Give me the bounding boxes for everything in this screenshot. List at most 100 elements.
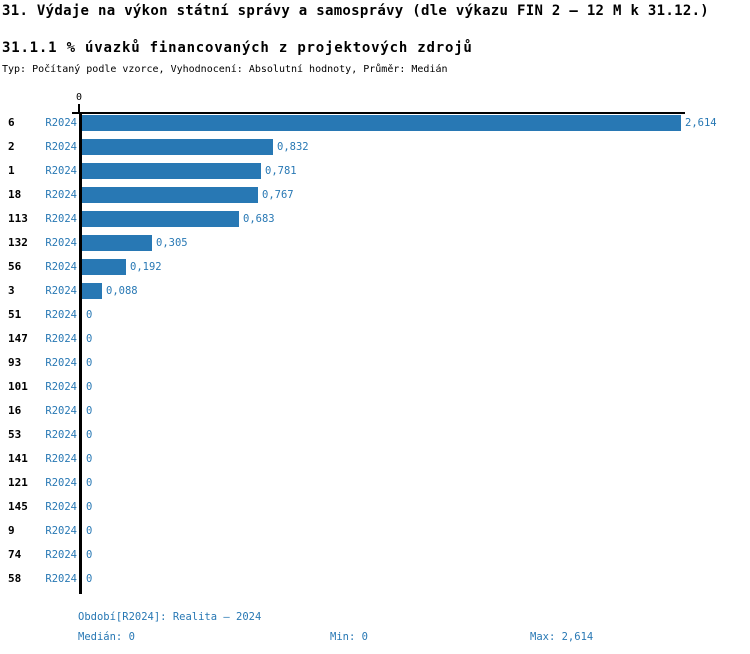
row-category-label: 6 (8, 116, 15, 129)
bar-row: 132 R2024 0,305 (0, 231, 750, 255)
bar-value-label: 0 (86, 381, 93, 393)
chart-meta: Typ: Počítaný podle vzorce, Vyhodnocení:… (2, 64, 448, 75)
bar-row: 147 R2024 0 (0, 327, 750, 351)
row-category-label: 113 (8, 212, 28, 225)
footer-period: Období[R2024]: Realita – 2024 (78, 611, 262, 623)
row-category-label: 141 (8, 452, 28, 465)
bar-row: 3 R2024 0,088 (0, 279, 750, 303)
bar-value-label: 0 (86, 549, 93, 561)
row-period-link[interactable]: R2024 (45, 357, 77, 369)
bar-value-label: 2,614 (685, 117, 717, 129)
bar (82, 115, 681, 131)
row-category-label: 93 (8, 356, 22, 369)
bar-value-label: 0,305 (156, 237, 188, 249)
row-category-label: 145 (8, 500, 28, 513)
bar-row: 93 R2024 0 (0, 351, 750, 375)
row-period-link[interactable]: R2024 (45, 525, 77, 537)
bar-value-label: 0 (86, 357, 93, 369)
row-category-label: 2 (8, 140, 15, 153)
row-period-link[interactable]: R2024 (45, 453, 77, 465)
bar-row: 16 R2024 0 (0, 399, 750, 423)
bar-value-label: 0 (86, 525, 93, 537)
bar-row: 141 R2024 0 (0, 447, 750, 471)
bar (82, 259, 126, 275)
bar (82, 187, 258, 203)
row-category-label: 51 (8, 308, 22, 321)
row-category-label: 58 (8, 572, 22, 585)
bar-row: 9 R2024 0 (0, 519, 750, 543)
row-period-link[interactable]: R2024 (45, 333, 77, 345)
row-period-link[interactable]: R2024 (45, 189, 77, 201)
page-title: 31. Výdaje na výkon státní správy a samo… (2, 3, 710, 19)
bar-row: 51 R2024 0 (0, 303, 750, 327)
bar-value-label: 0 (86, 405, 93, 417)
bar-value-label: 0,832 (277, 141, 309, 153)
y-axis-line (79, 112, 82, 594)
row-category-label: 121 (8, 476, 28, 489)
row-category-label: 147 (8, 332, 28, 345)
bar-value-label: 0 (86, 453, 93, 465)
bar-row: 1 R2024 0,781 (0, 159, 750, 183)
row-category-label: 74 (8, 548, 22, 561)
row-period-link[interactable]: R2024 (45, 573, 77, 585)
row-category-label: 132 (8, 236, 28, 249)
footer-max: Max: 2,614 (530, 631, 594, 643)
row-period-link[interactable]: R2024 (45, 285, 77, 297)
row-period-link[interactable]: R2024 (45, 165, 77, 177)
row-category-label: 16 (8, 404, 22, 417)
bar-row: 6 R2024 2,614 (0, 111, 750, 135)
row-category-label: 101 (8, 380, 28, 393)
bar-value-label: 0,781 (265, 165, 297, 177)
row-period-link[interactable]: R2024 (45, 261, 77, 273)
bar-row: 74 R2024 0 (0, 543, 750, 567)
footer-min: Min: 0 (330, 631, 368, 643)
row-period-link[interactable]: R2024 (45, 117, 77, 129)
row-period-link[interactable]: R2024 (45, 141, 77, 153)
bar-value-label: 0,767 (262, 189, 294, 201)
bar (82, 163, 261, 179)
x-axis-line (72, 112, 685, 114)
row-category-label: 18 (8, 188, 22, 201)
bar-row: 56 R2024 0,192 (0, 255, 750, 279)
row-period-link[interactable]: R2024 (45, 405, 77, 417)
x-axis-tick-label: 0 (75, 92, 83, 103)
bar-value-label: 0 (86, 501, 93, 513)
bar-row: 53 R2024 0 (0, 423, 750, 447)
bar (82, 211, 239, 227)
bar (82, 283, 102, 299)
row-period-link[interactable]: R2024 (45, 309, 77, 321)
row-period-link[interactable]: R2024 (45, 549, 77, 561)
bar-row: 101 R2024 0 (0, 375, 750, 399)
bar-value-label: 0,088 (106, 285, 138, 297)
bar-row: 113 R2024 0,683 (0, 207, 750, 231)
bar-value-label: 0 (86, 573, 93, 585)
bar-value-label: 0 (86, 333, 93, 345)
footer-median: Medián: 0 (78, 631, 135, 643)
row-period-link[interactable]: R2024 (45, 501, 77, 513)
bar-row: 58 R2024 0 (0, 567, 750, 591)
row-category-label: 9 (8, 524, 15, 537)
bar-row: 121 R2024 0 (0, 471, 750, 495)
bar-row: 145 R2024 0 (0, 495, 750, 519)
row-category-label: 56 (8, 260, 22, 273)
bar-value-label: 0,683 (243, 213, 275, 225)
row-period-link[interactable]: R2024 (45, 381, 77, 393)
bar (82, 235, 152, 251)
bar (82, 139, 273, 155)
row-category-label: 3 (8, 284, 15, 297)
row-category-label: 53 (8, 428, 22, 441)
bar-row: 18 R2024 0,767 (0, 183, 750, 207)
row-category-label: 1 (8, 164, 15, 177)
bar-value-label: 0 (86, 429, 93, 441)
row-period-link[interactable]: R2024 (45, 429, 77, 441)
chart-subtitle: 31.1.1 % úvazků financovaných z projekto… (2, 40, 473, 56)
x-axis-tick-mark (78, 104, 80, 112)
bar-value-label: 0,192 (130, 261, 162, 273)
row-period-link[interactable]: R2024 (45, 213, 77, 225)
row-period-link[interactable]: R2024 (45, 237, 77, 249)
bar-value-label: 0 (86, 309, 93, 321)
bar-value-label: 0 (86, 477, 93, 489)
bar-row: 2 R2024 0,832 (0, 135, 750, 159)
row-period-link[interactable]: R2024 (45, 477, 77, 489)
